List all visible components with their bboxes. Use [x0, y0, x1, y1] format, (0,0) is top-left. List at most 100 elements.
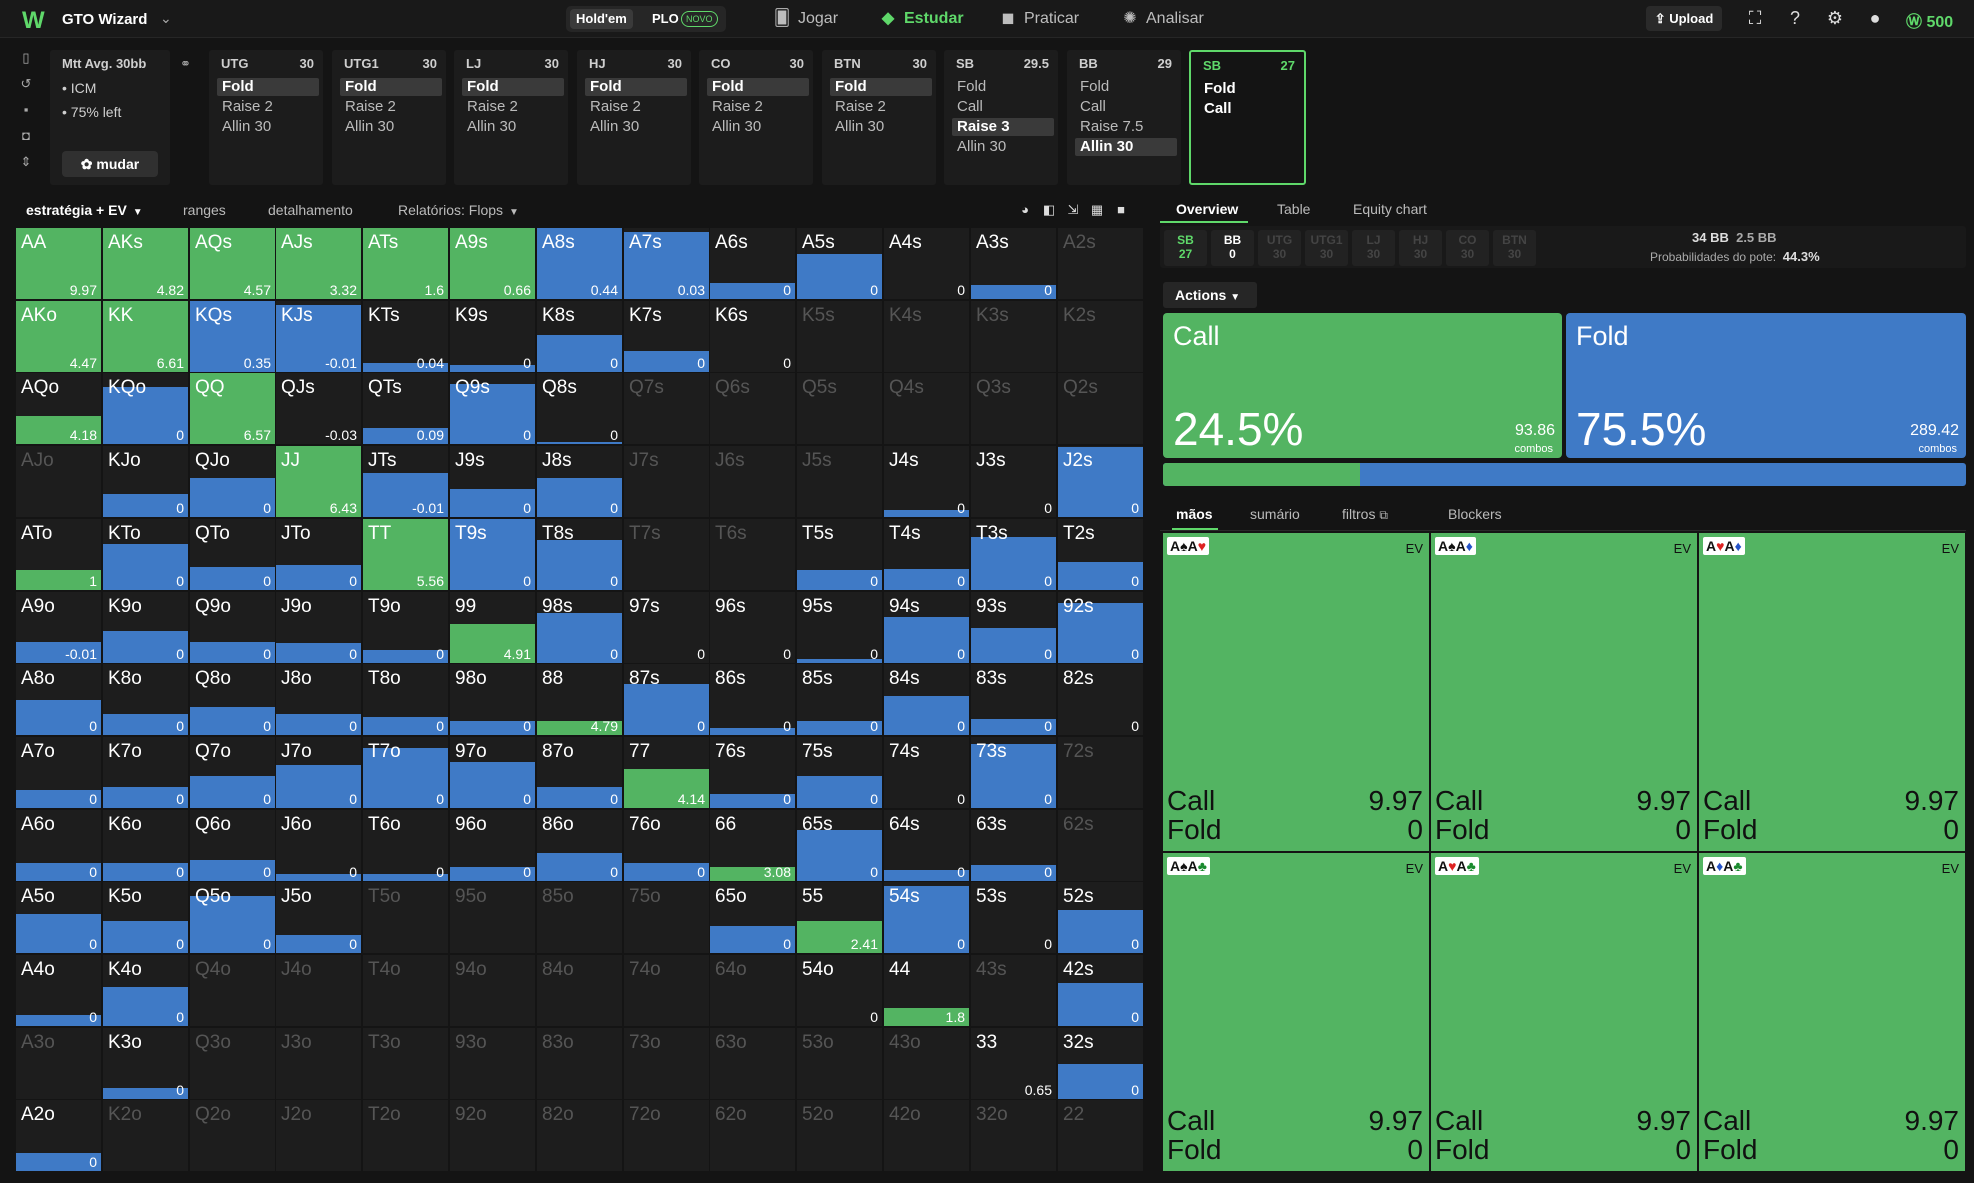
action-option[interactable]: Fold [217, 78, 319, 96]
action-option[interactable]: Fold [462, 78, 564, 96]
hand-cell[interactable]: K4o 0 [103, 955, 188, 1026]
nav-praticar[interactable]: ◼ Praticar [998, 8, 1079, 28]
hand-cell[interactable]: A7o 0 [16, 737, 101, 808]
position-lj[interactable]: LJ 30 Fold Raise 2 Allin 30 [454, 50, 568, 185]
coin-balance[interactable]: Ⓦ 500 [1906, 14, 1954, 31]
hand-cell[interactable]: Q6s [710, 373, 795, 444]
fold-summary[interactable]: Fold 75.5% 289.42 combos [1566, 313, 1966, 458]
hand-cell[interactable]: 96o 0 [450, 810, 535, 881]
collapse-icon[interactable]: ⇕ [20, 154, 32, 169]
actions-dropdown[interactable]: Actions ▼ [1163, 282, 1257, 308]
hand-cell[interactable]: K3o 0 [103, 1028, 188, 1099]
action-option[interactable]: Allin 30 [712, 118, 762, 135]
hand-cell[interactable]: 85s 0 [797, 664, 882, 735]
hand-cell[interactable]: 84o [537, 955, 622, 1026]
contrast-icon[interactable]: ◧ [1042, 202, 1056, 217]
mode-holdem[interactable]: Hold'em [570, 9, 633, 29]
bookmark-icon[interactable]: ▯ [22, 50, 30, 65]
hand-cell[interactable]: AJs 3.32 [276, 228, 361, 299]
tab-strategy-ev[interactable]: estratégia + EV ▼ [26, 202, 143, 218]
stack-utg[interactable]: UTG 30 [1258, 230, 1301, 266]
hand-cell[interactable]: KJs -0.01 [276, 301, 361, 372]
hand-cell[interactable]: K7s 0 [624, 301, 709, 372]
position-bb[interactable]: BB 29 Fold Call Raise 7.5 Allin 30 [1067, 50, 1181, 185]
hand-cell[interactable]: K8o 0 [103, 664, 188, 735]
action-option[interactable]: Raise 2 [590, 98, 641, 115]
hand-cell[interactable]: Q9s 0 [450, 373, 535, 444]
combo-cell[interactable]: A♠A♣ EV Call 9.97 Fold 0 [1163, 853, 1429, 1171]
hand-cell[interactable]: JJ 6.43 [276, 446, 361, 517]
hand-cell[interactable]: 82s 0 [1058, 664, 1143, 735]
hand-cell[interactable]: QTs 0.09 [363, 373, 448, 444]
hand-cell[interactable]: 72s [1058, 737, 1143, 808]
hand-cell[interactable]: 64s 0 [884, 810, 969, 881]
hand-cell[interactable]: T7s [624, 519, 709, 590]
position-co[interactable]: CO 30 Fold Raise 2 Allin 30 [699, 50, 813, 185]
hand-cell[interactable]: K2o [103, 1100, 188, 1171]
hand-cell[interactable]: 75o [624, 882, 709, 953]
hand-cell[interactable]: J2s 0 [1058, 446, 1143, 517]
hand-cell[interactable]: Q8s 0 [537, 373, 622, 444]
hand-cell[interactable]: KTo 0 [103, 519, 188, 590]
hand-cell[interactable]: 43s [971, 955, 1056, 1026]
hand-cell[interactable]: K3s [971, 301, 1056, 372]
action-option[interactable]: Fold [340, 78, 442, 96]
hand-cell[interactable]: 32o [971, 1100, 1056, 1171]
hand-cell[interactable]: T2o [363, 1100, 448, 1171]
hand-cell[interactable]: Q7s [624, 373, 709, 444]
action-option[interactable]: Raise 2 [712, 98, 763, 115]
tab-overview[interactable]: Overview [1176, 201, 1239, 217]
hand-cell[interactable]: T2s 0 [1058, 519, 1143, 590]
hand-cell[interactable]: J6s [710, 446, 795, 517]
hand-cell[interactable]: 86o 0 [537, 810, 622, 881]
hand-cell[interactable]: J8s 0 [537, 446, 622, 517]
hand-cell[interactable]: 84s 0 [884, 664, 969, 735]
hand-cell[interactable]: 64o [710, 955, 795, 1026]
hand-cell[interactable]: 97o 0 [450, 737, 535, 808]
hand-cell[interactable]: TT 5.56 [363, 519, 448, 590]
stack-co[interactable]: CO 30 [1446, 230, 1489, 266]
hand-cell[interactable]: 95s 0 [797, 592, 882, 663]
hand-cell[interactable]: A8o 0 [16, 664, 101, 735]
hand-cell[interactable]: KJo 0 [103, 446, 188, 517]
tab-filters[interactable]: filtros ⧉ [1342, 506, 1388, 522]
hand-cell[interactable]: Q7o 0 [190, 737, 275, 808]
hand-cell[interactable]: 85o [537, 882, 622, 953]
position-hj[interactable]: HJ 30 Fold Raise 2 Allin 30 [577, 50, 691, 185]
hand-cell[interactable]: 87s 0 [624, 664, 709, 735]
hand-cell[interactable]: A6o 0 [16, 810, 101, 881]
hand-cell[interactable]: 62o [710, 1100, 795, 1171]
logo-icon[interactable]: W [22, 7, 45, 34]
hand-cell[interactable]: Q4s [884, 373, 969, 444]
action-option[interactable]: Raise 2 [467, 98, 518, 115]
hand-cell[interactable]: T8o 0 [363, 664, 448, 735]
hand-cell[interactable]: KTs 0.04 [363, 301, 448, 372]
action-option[interactable]: Raise 2 [222, 98, 273, 115]
hand-cell[interactable]: 97s 0 [624, 592, 709, 663]
action-option[interactable]: Call [1204, 100, 1232, 117]
hand-cell[interactable]: ATs 1.6 [363, 228, 448, 299]
hand-cell[interactable]: 43o [884, 1028, 969, 1099]
hand-cell[interactable]: 33 0.65 [971, 1028, 1056, 1099]
hand-cell[interactable]: 65s 0 [797, 810, 882, 881]
hand-cell[interactable]: T7o 0 [363, 737, 448, 808]
hand-cell[interactable]: A5s 0 [797, 228, 882, 299]
nav-estudar[interactable]: ◆ Estudar [878, 8, 964, 28]
tab-summary[interactable]: sumário [1250, 506, 1300, 522]
hand-cell[interactable]: 32s 0 [1058, 1028, 1143, 1099]
hand-cell[interactable]: 74o [624, 955, 709, 1026]
hand-cell[interactable]: T6o 0 [363, 810, 448, 881]
hand-cell[interactable]: Q8o 0 [190, 664, 275, 735]
hand-cell[interactable]: J2o [276, 1100, 361, 1171]
hand-cell[interactable]: A4s 0 [884, 228, 969, 299]
position-btn[interactable]: BTN 30 Fold Raise 2 Allin 30 [822, 50, 936, 185]
hand-cell[interactable]: K8s 0 [537, 301, 622, 372]
hand-cell[interactable]: QQ 6.57 [190, 373, 275, 444]
action-option[interactable]: Raise 2 [345, 98, 396, 115]
hand-cell[interactable]: AA 9.97 [16, 228, 101, 299]
hand-cell[interactable]: 83s 0 [971, 664, 1056, 735]
hand-cell[interactable]: 98s 0 [537, 592, 622, 663]
action-option[interactable]: Fold [957, 78, 987, 95]
hand-cell[interactable]: 88 4.79 [537, 664, 622, 735]
action-option[interactable]: Allin 30 [222, 118, 272, 135]
